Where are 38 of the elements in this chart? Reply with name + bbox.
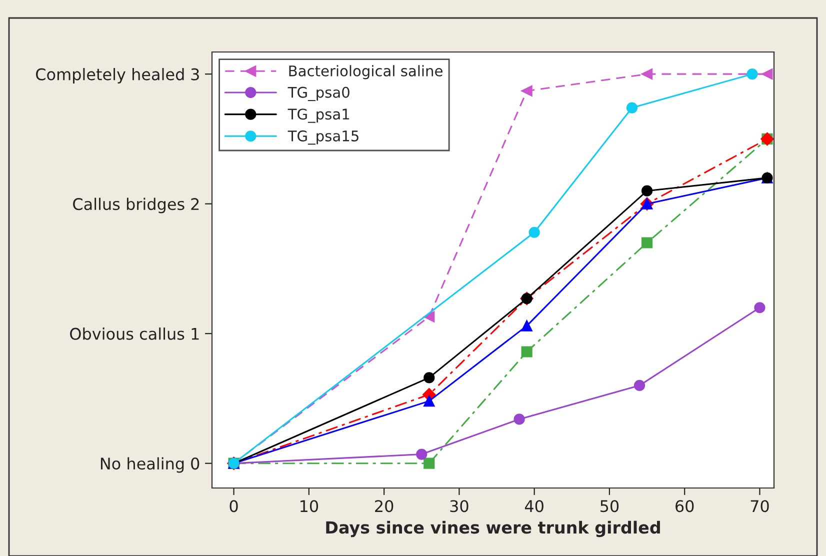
- y-tick-label: 2: [191, 198, 199, 210]
- y-tick-label: 3: [191, 68, 199, 80]
- point: [626, 102, 638, 114]
- point: [754, 302, 766, 314]
- point: [634, 380, 646, 392]
- point: [521, 85, 532, 96]
- x-tick-label: 30: [450, 500, 468, 512]
- text: No healing: [100, 457, 184, 473]
- x-tick-label: 70: [750, 500, 769, 512]
- y-tick-label: 0: [191, 458, 200, 470]
- point: [641, 68, 653, 80]
- x-tick-label: 60: [676, 500, 694, 512]
- point: [416, 448, 428, 460]
- legend-label: TG_psa1: [288, 108, 350, 123]
- point: [521, 320, 532, 332]
- point: [521, 346, 532, 358]
- legend-label: TG_psa15: [288, 130, 358, 145]
- y-tick-label: 1: [192, 328, 199, 340]
- legend-label: Bacteriological saline: [289, 65, 442, 80]
- point: [424, 458, 435, 469]
- x-axis-title: Days since vines were trunk girdled: [326, 520, 660, 538]
- x-tick-label: 20: [375, 500, 394, 512]
- point: [762, 68, 773, 80]
- x-tick-label: 40: [524, 500, 544, 512]
- text: Obvious callus: [70, 328, 184, 340]
- point: [641, 237, 653, 248]
- point: [424, 372, 435, 384]
- x-tick-label: 10: [300, 500, 318, 512]
- point: [746, 68, 758, 80]
- point: [641, 185, 653, 196]
- point: [424, 396, 435, 407]
- x-tick-label: 50: [600, 500, 619, 512]
- x-tick-label: 0: [230, 500, 238, 512]
- point: [514, 414, 525, 425]
- legend-label: TG_psa0: [288, 86, 350, 102]
- text: Completely healed: [36, 68, 184, 84]
- text: Callus bridges: [73, 198, 184, 214]
- point: [528, 226, 540, 238]
